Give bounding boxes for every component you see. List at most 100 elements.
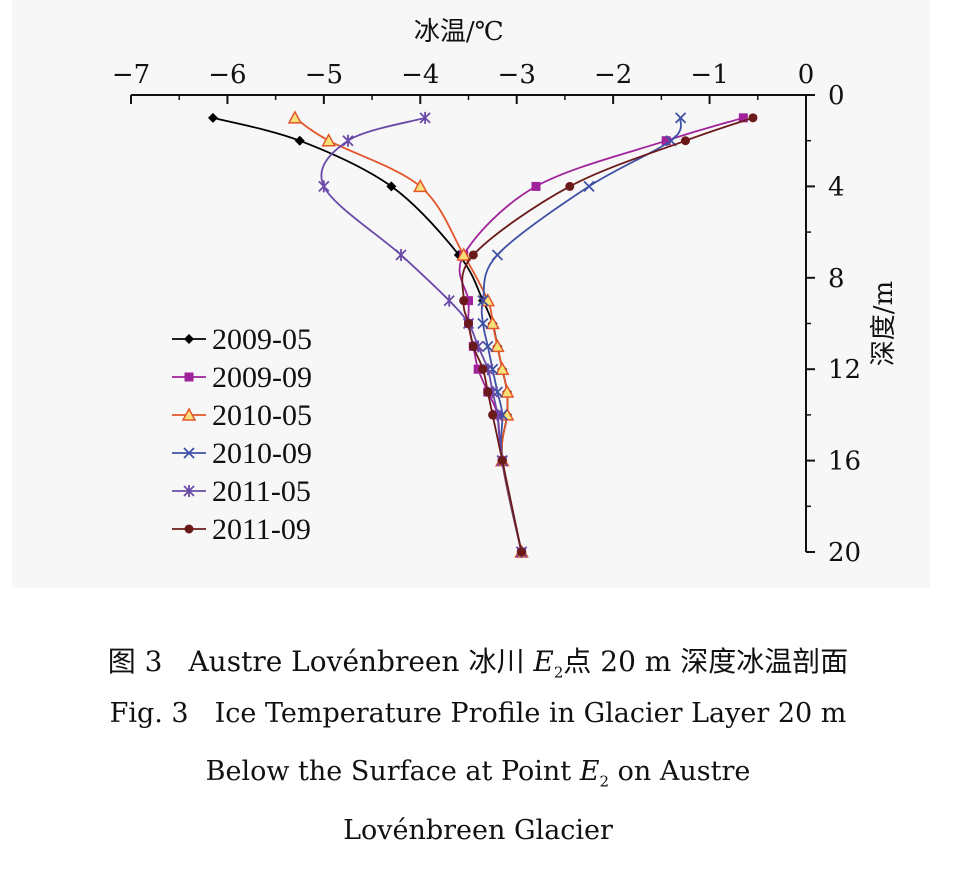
data-point-2010-05 bbox=[287, 110, 303, 124]
data-point-2009-05 bbox=[386, 181, 397, 192]
legend-label: 2009-09 bbox=[212, 361, 312, 394]
axes: −7 −6 −5 −4 −3 −2 −1 00 4 8 12 16 20 冰温/℃ 深度/m bbox=[112, 17, 899, 568]
legend-item-2011-05: 2011-05 bbox=[172, 475, 311, 508]
legend-label: 2009-05 bbox=[212, 323, 312, 356]
data-point-2009-09 bbox=[531, 181, 541, 191]
caption-en-line2-sub: 2 bbox=[599, 772, 610, 791]
series-2010-05 bbox=[287, 110, 529, 558]
caption-cn-point-sub: 2 bbox=[553, 663, 564, 682]
caption-english-line-3: Lovénbreen Glacier bbox=[343, 815, 613, 846]
data-point-2011-09 bbox=[748, 113, 758, 123]
data-point-2010-09 bbox=[477, 295, 489, 307]
data-point-2009-09 bbox=[738, 113, 748, 123]
caption-cn-name: Austre Lovénbreen 冰川 bbox=[188, 645, 525, 678]
data-point-2010-05 bbox=[499, 384, 515, 398]
x-tick-label: 0 bbox=[798, 60, 815, 90]
data-point-2009-09 bbox=[473, 364, 483, 374]
data-point-2011-05 bbox=[443, 294, 455, 307]
data-point-2010-05 bbox=[494, 361, 510, 375]
data-point-2010-09 bbox=[477, 317, 489, 330]
data-point-2010-05 bbox=[456, 247, 471, 261]
series-layer bbox=[207, 110, 758, 558]
caption-en-line2-after: on Austre bbox=[617, 756, 751, 787]
x-tick-label: −4 bbox=[401, 60, 439, 90]
legend-label: 2010-09 bbox=[212, 437, 312, 470]
data-point-2010-09 bbox=[482, 340, 494, 352]
x-axis-title: 冰温/℃ bbox=[414, 17, 504, 47]
legend-swatch-marker bbox=[183, 447, 195, 459]
data-point-2010-09 bbox=[491, 249, 504, 261]
data-point-2011-09 bbox=[565, 181, 575, 191]
data-point-2011-09 bbox=[517, 547, 527, 557]
y-tick-label: 16 bbox=[828, 447, 861, 477]
legend-swatch-marker bbox=[184, 372, 194, 382]
data-point-2009-09 bbox=[661, 136, 671, 146]
legend-item-2011-09: 2011-09 bbox=[172, 513, 311, 546]
data-point-2011-09 bbox=[459, 296, 469, 306]
caption-chinese: 图 3 Austre Lovénbreen 冰川 E2点 20 m 深度冰温剖面 bbox=[0, 640, 956, 682]
legend-label: 2011-09 bbox=[212, 513, 311, 546]
data-point-2009-05 bbox=[207, 112, 218, 123]
caption-cn-rest: 点 20 m 深度冰温剖面 bbox=[563, 645, 849, 678]
series-2009-09 bbox=[458, 113, 748, 557]
legend-item-2010-09: 2010-09 bbox=[172, 437, 312, 470]
data-point-2011-05 bbox=[419, 111, 431, 124]
y-tick-label: 8 bbox=[828, 264, 845, 294]
series-line-2010-09 bbox=[480, 117, 682, 553]
data-point-2010-09 bbox=[583, 180, 595, 193]
x-tick-label: −5 bbox=[305, 60, 343, 90]
x-tick-label: −2 bbox=[594, 60, 632, 90]
data-point-2011-09 bbox=[464, 319, 473, 328]
x-tick-label: −3 bbox=[498, 60, 536, 90]
series-line-2009-09 bbox=[458, 116, 744, 553]
data-point-2011-09 bbox=[483, 387, 493, 397]
series-line-2011-09 bbox=[461, 116, 754, 553]
data-point-2011-05 bbox=[318, 180, 330, 193]
data-point-2009-05 bbox=[294, 135, 305, 146]
plot-panel: −7 −6 −5 −4 −3 −2 −1 0 0 4 8 12 16 20 冰温/℃ 深度/m 2009-05… bbox=[12, 0, 930, 588]
legend-label: 2011-05 bbox=[212, 475, 311, 508]
y-tick-label: 4 bbox=[828, 172, 845, 202]
data-point-2011-09 bbox=[680, 136, 690, 146]
legend-swatch-marker bbox=[183, 485, 195, 497]
data-point-2011-05 bbox=[395, 248, 407, 261]
y-tick-label: 20 bbox=[828, 538, 861, 568]
data-point-2010-05 bbox=[413, 178, 428, 193]
caption-english-line-1: Fig. 3 Ice Temperature Profile in Glacier… bbox=[0, 698, 956, 729]
y-tick-label: 0 bbox=[828, 81, 845, 111]
caption-cn-point-letter: E bbox=[533, 645, 554, 678]
data-point-2011-09 bbox=[468, 341, 478, 351]
series-2011-09 bbox=[459, 113, 758, 557]
data-point-2010-09 bbox=[675, 112, 687, 124]
caption-en-line1-rest: Ice Temperature Profile in Glacier Layer… bbox=[214, 698, 847, 729]
data-point-2010-05 bbox=[485, 315, 500, 330]
ice-temperature-chart: −7 −6 −5 −4 −3 −2 −1 00 4 8 12 16 20 冰温/℃ 深度/m 2009-05… bbox=[112, 17, 899, 568]
legend: 2009-05 2009-09 2010-05 2010-09 2011-05 2011-… bbox=[172, 323, 312, 546]
data-point-2009-09 bbox=[464, 296, 473, 306]
legend-swatch-marker bbox=[181, 407, 197, 421]
caption-english-line-2: Below the Surface at Point E2 on Austre bbox=[0, 756, 956, 790]
caption-en-line2-before: Below the Surface at Point bbox=[205, 756, 572, 787]
x-tick-label: −7 bbox=[112, 60, 150, 90]
data-point-2011-09 bbox=[478, 364, 488, 374]
data-point-2010-05 bbox=[490, 338, 505, 353]
legend-swatch-marker bbox=[184, 334, 194, 344]
data-point-2011-05 bbox=[342, 134, 354, 147]
caption-en-prefix: Fig. 3 bbox=[109, 698, 189, 729]
data-point-2010-05 bbox=[321, 133, 336, 147]
legend-swatch-marker bbox=[184, 524, 194, 534]
legend-item-2009-05: 2009-05 bbox=[172, 323, 312, 356]
legend-label: 2010-05 bbox=[212, 399, 312, 432]
data-point-2011-09 bbox=[468, 250, 478, 260]
caption-en-line2-letter: E bbox=[579, 756, 600, 787]
y-axis-title: 深度/m bbox=[869, 281, 899, 366]
legend-item-2009-09: 2009-09 bbox=[172, 361, 312, 394]
caption-cn-prefix: 图 3 bbox=[107, 645, 163, 678]
y-tick-label: 12 bbox=[828, 355, 861, 385]
series-line-2010-05 bbox=[294, 117, 523, 553]
x-tick-label: −1 bbox=[690, 60, 728, 90]
legend-item-2010-05: 2010-05 bbox=[172, 399, 312, 432]
x-tick-label: −6 bbox=[208, 60, 246, 90]
data-point-2011-09 bbox=[497, 456, 507, 466]
data-point-2010-09 bbox=[496, 409, 508, 421]
